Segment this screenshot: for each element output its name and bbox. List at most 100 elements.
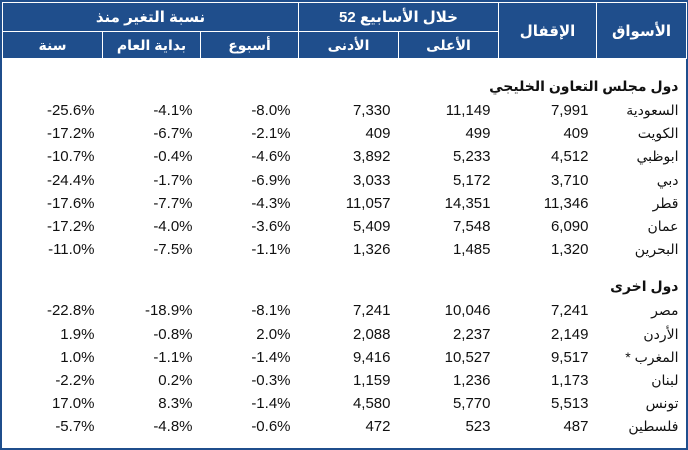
table-row: تونس 5,513 5,770 4,580 -1.4% 8.3% 17.0% <box>3 392 687 415</box>
ytd-change: -0.4% <box>153 148 193 166</box>
low-value: 472 <box>365 418 391 436</box>
header-week: أسبوع <box>200 31 299 59</box>
ytd-change: -4.8% <box>153 418 193 436</box>
ytd-change: -1.7% <box>153 171 193 189</box>
close-value: 7,991 <box>550 102 589 120</box>
year-change: -2.2% <box>55 371 95 389</box>
table-row: دبي 3,710 5,172 3,033 -6.9% -1.7% -24.4% <box>3 169 687 192</box>
table-row: لبنان 1,173 1,236 1,159 -0.3% 0.2% -2.2% <box>3 369 687 392</box>
low-value: 2,088 <box>352 325 391 343</box>
year-change: -17.2% <box>46 125 95 143</box>
header-markets: الأسواق <box>596 2 687 59</box>
week-change: -1.1% <box>251 241 291 259</box>
market-name: ابوظبي <box>636 148 679 165</box>
high-value: 7,548 <box>452 218 491 236</box>
year-change: -24.4% <box>46 171 95 189</box>
year-change: -11.0% <box>48 241 95 259</box>
low-value: 9,416 <box>352 348 391 366</box>
close-value: 3,710 <box>550 171 589 189</box>
ytd-change: -0.8% <box>153 325 193 343</box>
market-name: تونس <box>645 395 679 412</box>
low-value: 4,580 <box>352 395 391 413</box>
table-row: الكويت 409 499 409 -2.1% -6.7% -17.2% <box>3 122 687 145</box>
close-value: 409 <box>563 125 589 143</box>
low-value: 409 <box>365 125 391 143</box>
year-change: 1.9% <box>60 325 95 343</box>
low-value: 1,326 <box>352 241 391 259</box>
table-row: البحرين 1,320 1,485 1,326 -1.1% -7.5% -11.0% <box>3 238 687 261</box>
ytd-change: -1.1% <box>153 348 193 366</box>
close-value: 2,149 <box>550 325 589 343</box>
ytd-change: -7.5% <box>153 241 193 259</box>
table-body: دول مجلس التعاون الخليجي السعودية 7,991 11,… <box>3 59 687 439</box>
high-value: 1,236 <box>452 371 491 389</box>
close-value: 4,512 <box>550 148 589 166</box>
header-change-since: نسبة التغير منذ <box>2 2 299 32</box>
week-change: -4.6% <box>251 148 291 166</box>
high-value: 10,527 <box>444 348 491 366</box>
week-change: -0.6% <box>251 418 291 436</box>
table-row: مصر 7,241 10,046 7,241 -8.1% -18.9% -22.8% <box>3 299 687 322</box>
low-value: 1,159 <box>352 371 391 389</box>
year-change: 17.0% <box>51 395 95 413</box>
week-change: -2.1% <box>251 125 291 143</box>
year-change: 1.0% <box>60 348 95 366</box>
week-change: -6.9% <box>251 171 291 189</box>
year-change: -17.6% <box>46 194 95 212</box>
market-name: فلسطين <box>628 418 679 435</box>
week-change: -1.4% <box>251 395 291 413</box>
low-value: 7,330 <box>352 102 391 120</box>
market-name: لبنان <box>651 371 679 388</box>
week-change: -8.1% <box>251 302 291 320</box>
header-close: الإقفال <box>498 2 597 59</box>
close-value: 487 <box>563 418 589 436</box>
ytd-change: 0.2% <box>158 371 193 389</box>
spacer-cell <box>3 59 687 74</box>
header-high: الأعلى <box>398 31 499 59</box>
low-value: 5,409 <box>352 218 391 236</box>
market-name: عمان <box>647 218 679 235</box>
header-low: الأدنى <box>298 31 399 59</box>
close-value: 1,173 <box>550 371 589 389</box>
markets-table: الأسواق الإقفال خلال الأسابيع 52 نسبة ال… <box>2 2 687 438</box>
market-name: البحرين <box>634 241 679 258</box>
header-52-weeks: خلال الأسابيع 52 <box>298 2 499 32</box>
high-value: 11,149 <box>445 102 491 120</box>
high-value: 5,233 <box>452 148 491 166</box>
high-value: 523 <box>465 418 491 436</box>
year-change: -22.8% <box>46 302 95 320</box>
close-value: 5,513 <box>550 395 589 413</box>
high-value: 5,172 <box>452 171 491 189</box>
spacer-cell <box>3 261 687 273</box>
high-value: 14,351 <box>444 194 491 212</box>
table-row: قطر 11,346 14,351 11,057 -4.3% -7.7% -17.6% <box>3 192 687 215</box>
high-value: 1,485 <box>452 241 491 259</box>
market-name: الأردن <box>643 325 679 342</box>
ytd-change: -7.7% <box>153 194 193 212</box>
table-row: السعودية 7,991 11,149 7,330 -8.0% -4.1% -25.6% <box>3 99 687 122</box>
table-row: عمان 6,090 7,548 5,409 -3.6% -4.0% -17.2% <box>3 215 687 238</box>
table-header: الأسواق الإقفال خلال الأسابيع 52 نسبة ال… <box>2 2 687 59</box>
ytd-change: 8.3% <box>158 395 193 413</box>
high-value: 10,046 <box>444 302 491 320</box>
close-value: 7,241 <box>550 302 589 320</box>
spacer-row <box>3 59 687 74</box>
high-value: 499 <box>465 125 491 143</box>
ytd-change: -4.1% <box>153 102 193 120</box>
ytd-change: -6.7% <box>153 125 193 143</box>
year-change: -10.7% <box>46 148 95 166</box>
low-value: 7,241 <box>352 302 391 320</box>
year-change: -17.2% <box>46 218 95 236</box>
others-section-row: دول اخرى <box>3 273 687 299</box>
low-value: 3,892 <box>352 148 391 166</box>
week-change: -4.3% <box>251 194 291 212</box>
low-value: 11,057 <box>345 194 391 212</box>
others-section-title: دول اخرى <box>610 277 679 294</box>
year-change: -25.6% <box>46 102 95 120</box>
low-value: 3,033 <box>352 171 391 189</box>
gcc-section-title: دول مجلس التعاون الخليجي <box>489 77 679 94</box>
high-value: 2,237 <box>452 325 491 343</box>
market-name: المغرب * <box>625 348 679 365</box>
week-change: -1.4% <box>251 348 291 366</box>
header-ytd: بداية العام <box>102 31 201 59</box>
